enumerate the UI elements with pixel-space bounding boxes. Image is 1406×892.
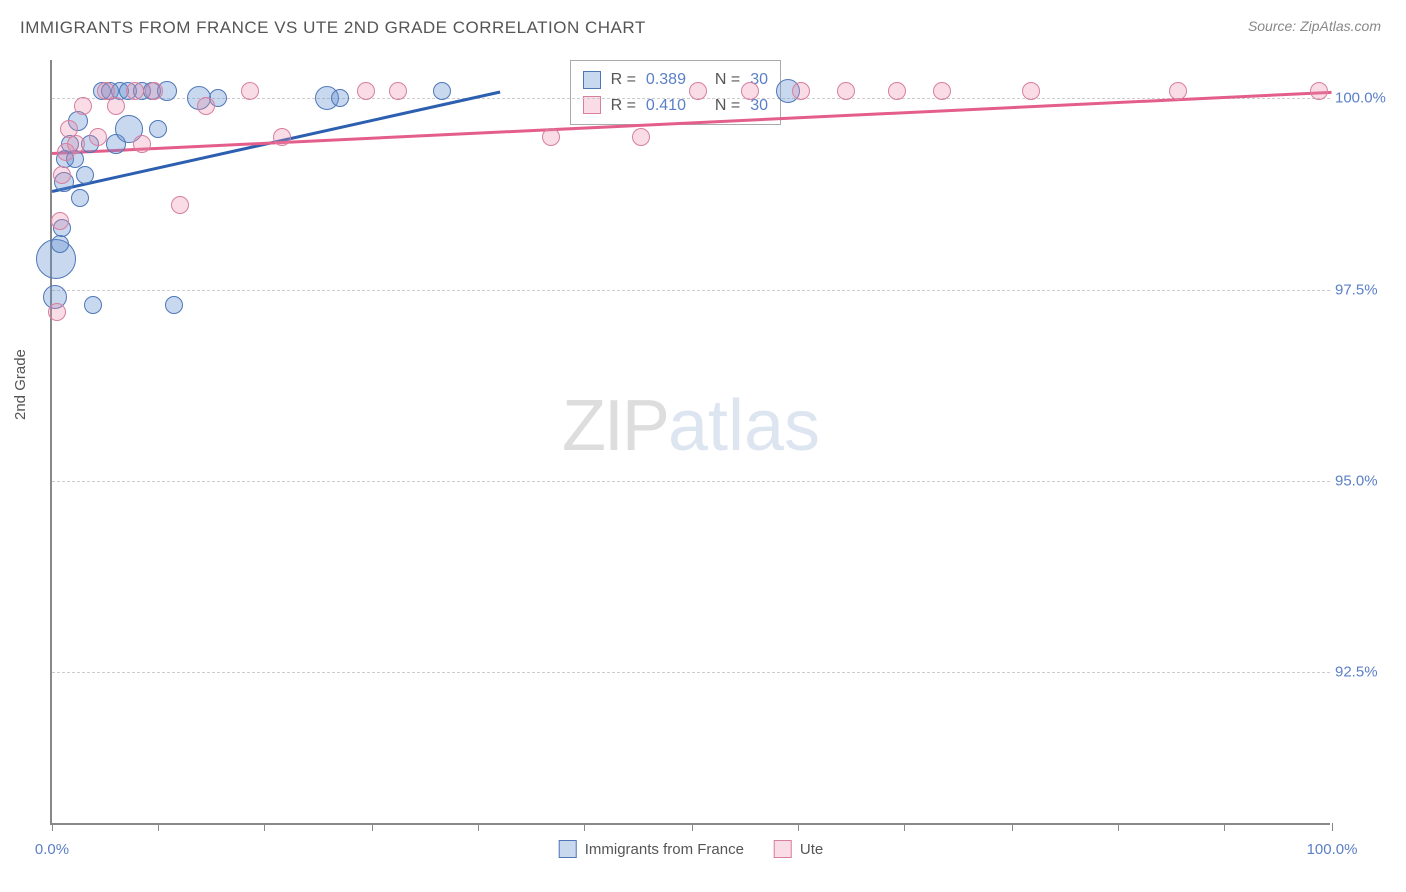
watermark: ZIPatlas [562, 385, 820, 467]
data-point [273, 128, 291, 146]
x-tick [904, 823, 905, 831]
data-point [71, 189, 89, 207]
stat-n-label: N = [715, 93, 740, 119]
x-tick [692, 823, 693, 831]
x-tick [1332, 823, 1333, 831]
watermark-part1: ZIP [562, 386, 668, 466]
series-swatch [583, 71, 601, 89]
data-point [433, 82, 451, 100]
data-point [241, 82, 259, 100]
x-tick [478, 823, 479, 831]
chart-title: IMMIGRANTS FROM FRANCE VS UTE 2ND GRADE … [20, 18, 646, 38]
x-tick [584, 823, 585, 831]
legend-label: Immigrants from France [585, 841, 744, 858]
data-point [48, 303, 66, 321]
chart-plot-area: ZIPatlas R = 0.389 N = 30R = 0.410 N = 3… [50, 60, 1330, 825]
data-point [133, 135, 151, 153]
grid-line [52, 290, 1330, 291]
data-point [107, 97, 125, 115]
chart-source: Source: ZipAtlas.com [1248, 18, 1381, 34]
data-point [53, 166, 71, 184]
data-point [126, 82, 144, 100]
data-point [74, 97, 92, 115]
y-axis-title: 2nd Grade [12, 349, 29, 420]
grid-line [52, 481, 1330, 482]
x-tick [158, 823, 159, 831]
x-tick [1118, 823, 1119, 831]
data-point [171, 196, 189, 214]
data-point [933, 82, 951, 100]
y-tick-label: 95.0% [1335, 472, 1405, 489]
x-tick-label: 100.0% [1307, 841, 1358, 858]
x-tick [1224, 823, 1225, 831]
data-point [1022, 82, 1040, 100]
watermark-part2: atlas [668, 386, 820, 466]
data-point [741, 82, 759, 100]
legend-item: Immigrants from France [559, 840, 744, 858]
stat-n-label: N = [715, 67, 740, 93]
stat-r-label: R = [611, 93, 636, 119]
data-point [76, 166, 94, 184]
data-point [89, 128, 107, 146]
data-point [837, 82, 855, 100]
data-point [51, 212, 69, 230]
x-tick [52, 823, 53, 831]
x-tick [798, 823, 799, 831]
data-point [51, 235, 69, 253]
legend-label: Ute [800, 841, 823, 858]
x-tick [264, 823, 265, 831]
bottom-legend: Immigrants from France Ute [559, 840, 824, 858]
x-tick-label: 0.0% [35, 841, 69, 858]
data-point [689, 82, 707, 100]
grid-line [52, 672, 1330, 673]
y-tick-label: 97.5% [1335, 281, 1405, 298]
stat-r-label: R = [611, 67, 636, 93]
legend-swatch [774, 840, 792, 858]
data-point [632, 128, 650, 146]
data-point [1169, 82, 1187, 100]
data-point [542, 128, 560, 146]
data-point [792, 82, 810, 100]
data-point [357, 82, 375, 100]
data-point [165, 296, 183, 314]
x-tick [372, 823, 373, 831]
data-point [145, 82, 163, 100]
data-point [67, 135, 85, 153]
y-tick-label: 92.5% [1335, 664, 1405, 681]
data-point [1310, 82, 1328, 100]
legend-item: Ute [774, 840, 823, 858]
data-point [149, 120, 167, 138]
stat-r-value: 0.410 [646, 93, 686, 119]
data-point [389, 82, 407, 100]
legend-swatch [559, 840, 577, 858]
data-point [888, 82, 906, 100]
data-point [84, 296, 102, 314]
stats-row: R = 0.410 N = 30 [583, 93, 768, 119]
data-point [197, 97, 215, 115]
x-tick [1012, 823, 1013, 831]
stat-r-value: 0.389 [646, 67, 686, 93]
data-point [331, 89, 349, 107]
y-tick-label: 100.0% [1335, 90, 1405, 107]
